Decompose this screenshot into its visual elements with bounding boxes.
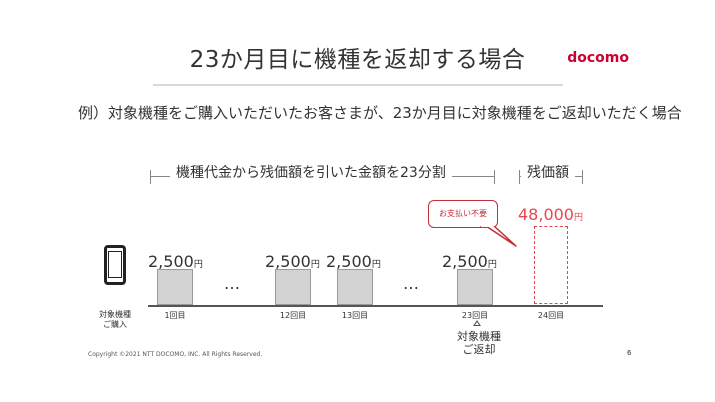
smartphone-icon: [104, 245, 126, 285]
residual-bracket-label: 残価額: [521, 162, 575, 182]
device-purchase-label: 対象機種 ご購入: [99, 310, 131, 329]
bubble-tail-icon: [480, 226, 517, 247]
page-number: 6: [627, 349, 632, 357]
residual-amount: 48,000円: [518, 205, 583, 224]
payment-box-23: [457, 269, 493, 305]
payment-box-12: [275, 269, 311, 305]
copyright-footer: Copyright ©2021 NTT DOCOMO, INC. All Rig…: [88, 351, 263, 358]
payment-amount-23: 2,500円: [442, 252, 497, 271]
month-label-24: 24回目: [537, 311, 565, 320]
month-label-1: 1回目: [164, 311, 186, 320]
payment-box-13: [337, 269, 373, 305]
residual-box: [534, 226, 568, 304]
payment-amount-13: 2,500円: [326, 252, 381, 271]
ellipsis-1: …: [224, 274, 242, 293]
month-label-12: 12回目: [279, 311, 307, 320]
timeline-baseline: [148, 305, 603, 307]
example-description: 例）対象機種をご購入いただいたお客さまが、23か月目に対象機種をご返却いただく場…: [78, 104, 682, 122]
docomo-logo: docomo: [567, 50, 629, 66]
page-title: 23か月目に機種を返却する場合: [189, 47, 526, 73]
return-arrow-inner: [475, 322, 479, 325]
installment-bracket-label: 機種代金から残価額を引いた金額を23分割: [170, 162, 452, 182]
no-payment-bubble: お支払い不要: [428, 200, 498, 228]
payment-box-1: [157, 269, 193, 305]
month-label-13: 13回目: [341, 311, 369, 320]
payment-amount-12: 2,500円: [265, 252, 320, 271]
month-label-23: 23回目: [461, 311, 489, 320]
ellipsis-2: …: [403, 274, 421, 293]
title-underline: [153, 84, 563, 86]
device-return-label: 対象機種 ご返却: [457, 330, 501, 356]
smartphone-screen-icon: [108, 251, 122, 278]
payment-amount-1: 2,500円: [148, 252, 203, 271]
